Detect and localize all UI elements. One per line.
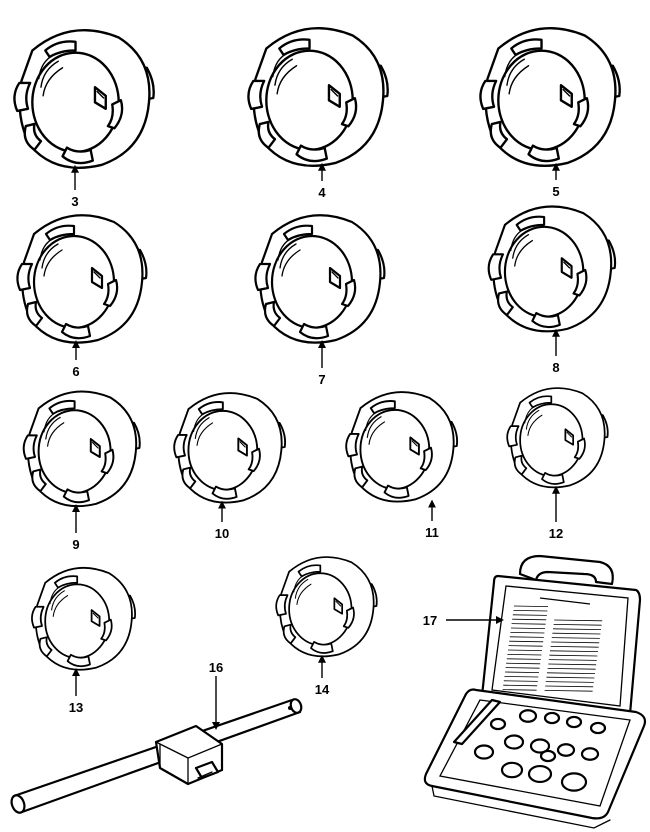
instruction-sheet	[502, 597, 603, 692]
socket-13	[31, 566, 136, 671]
callout-label-3: 3	[71, 194, 78, 209]
socket-8	[487, 205, 617, 333]
socket-5	[479, 27, 621, 167]
callout-label-5: 5	[552, 184, 559, 199]
socket-hole	[565, 715, 583, 729]
socket-11	[345, 391, 459, 503]
case-17	[423, 554, 647, 829]
t-handle-16	[10, 698, 303, 814]
socket-12	[506, 387, 609, 489]
socket-hole	[529, 738, 551, 754]
socket-4	[247, 27, 389, 167]
socket-hole	[489, 717, 507, 731]
socket-hole	[543, 711, 561, 725]
socket-hole	[500, 761, 524, 779]
callout-label-13: 13	[69, 700, 83, 715]
callout-label-10: 10	[215, 526, 229, 541]
socket-7	[254, 214, 386, 344]
callout-label-8: 8	[552, 360, 559, 375]
socket-hole	[527, 764, 553, 784]
socket-hole	[580, 747, 600, 761]
callout-label-12: 12	[549, 526, 563, 541]
socket-hole	[589, 721, 607, 735]
callout-label-4: 4	[318, 185, 326, 200]
socket-hole	[518, 709, 538, 723]
socket-hole	[503, 734, 525, 750]
socket-hole	[556, 743, 576, 757]
callout-label-7: 7	[318, 372, 325, 387]
callout-label-14: 14	[315, 682, 330, 697]
callout-label-17: 17	[423, 613, 437, 628]
callout-label-11: 11	[425, 525, 439, 540]
socket-14	[275, 556, 378, 658]
callout-label-9: 9	[72, 537, 79, 552]
socket-3	[13, 29, 155, 169]
socket-10	[173, 392, 287, 504]
socket-hole	[473, 744, 495, 760]
socket-9	[22, 390, 141, 508]
callout-label-16: 16	[209, 660, 223, 675]
callout-label-6: 6	[72, 364, 79, 379]
socket-6	[16, 214, 148, 344]
socket-hole	[560, 772, 588, 792]
socket-hole	[539, 749, 557, 763]
